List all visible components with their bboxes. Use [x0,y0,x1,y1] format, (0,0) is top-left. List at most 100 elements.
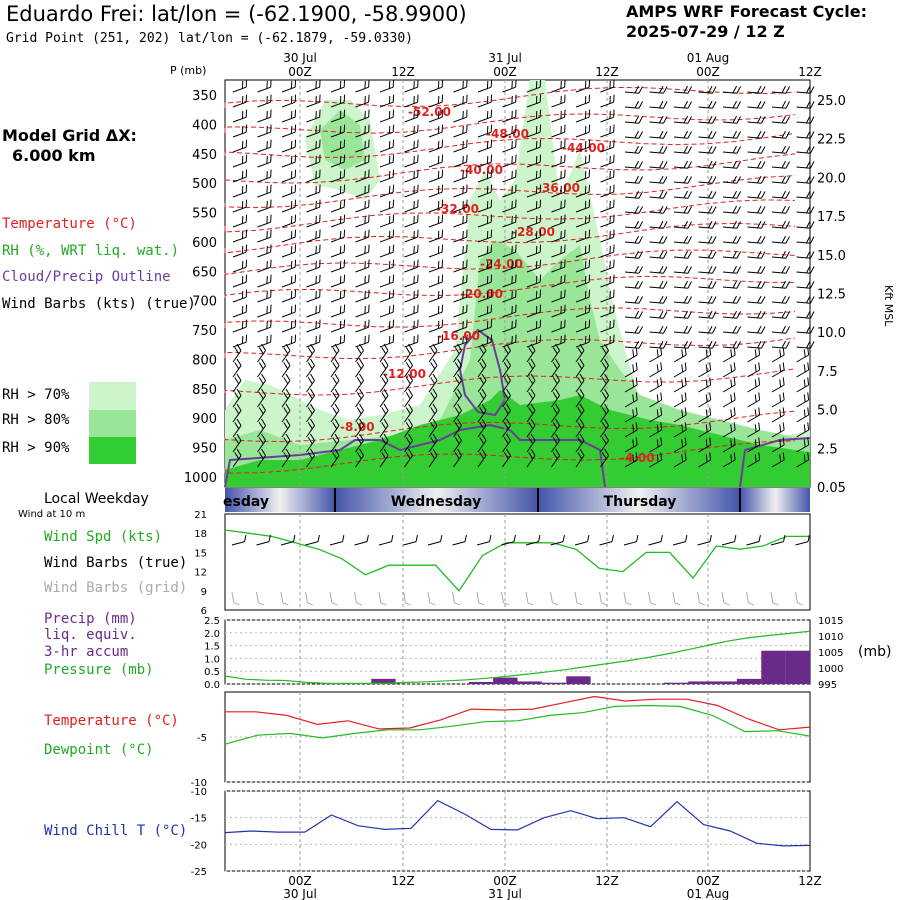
wind-barb-staff [232,395,242,408]
wind-barb-staff [574,591,578,603]
wind-barb [306,418,315,438]
wind-barb-flag [462,305,464,314]
wind-barb-staff [649,151,664,154]
wind-barb [355,289,370,303]
wind-barb-staff [698,151,713,154]
wind-barb-staff [476,541,490,546]
wind-barb-flag [481,373,487,381]
wind-barb-flag [625,602,632,606]
wind-barb-staff [477,395,487,408]
wind-barb-flag [364,140,366,149]
wind-barb-flag [405,377,411,385]
wind-barb-staff [551,326,565,333]
precip-accum-label: 3-hr accum [44,644,129,660]
wind-barb-flag [584,95,587,104]
temperature-contour [224,199,796,233]
wind-barb-flag [761,341,766,349]
wind-barb-flag [515,334,517,343]
wind-barb-flag [466,184,468,193]
wind-barb-flag [613,319,615,328]
wind-barb-staff [600,455,609,468]
wind-barb [379,154,395,168]
wind-barb-staff [330,101,345,108]
wind-barb [330,139,346,153]
wind-barb-flag [270,244,272,253]
wind-barb-staff [329,541,343,546]
wind-barb [257,433,266,453]
wind-barb-grid [280,591,289,606]
wind-barb-flag [806,325,811,334]
precip-bar [493,677,518,684]
wind-barb-flag [441,169,444,178]
wind-barb-staff [379,455,389,468]
wind-barb-grid [501,591,510,606]
wind-barb-flag [683,250,689,259]
wind-barb-flag [307,347,313,355]
wind-barb-flag [441,259,444,268]
wind-barb-flag [261,343,266,351]
wind-speed-label: Wind Spd (kts) [44,529,163,545]
wind-barb [379,304,395,318]
wind-barb-staff [551,236,565,243]
wind-barb-flag [663,251,668,259]
wind-barb-staff [698,331,713,334]
wind-barb-flag [364,125,366,134]
wind-barb-flag [733,452,736,461]
pressure-tick-label: 600 [192,236,217,251]
wind-barb-flag [712,176,717,184]
wind-barb-staff [673,459,687,468]
wind-barb [355,274,370,288]
wind-barb [428,199,444,213]
wind-barb-flag [513,534,516,542]
wind-barb-staff [379,101,394,108]
wind-barb-flag [383,343,389,351]
wind-barb-flag [609,80,611,89]
wind-barb-flag [236,343,242,351]
wind-barb [575,184,591,198]
wind-barb [232,259,248,273]
wind-barb-staff [600,350,609,363]
wind-barb-staff [257,101,271,108]
wind-barb-flag [634,175,640,184]
wind-tick-label: 18 [194,529,207,540]
wind-barb-flag [405,407,411,415]
wind-barb-flag [552,422,558,430]
wind-barb-flag [388,140,391,149]
height-tick-label: 22.5 [817,133,846,148]
wind-barb-staff [232,101,247,108]
wind-barb-flag [457,373,462,381]
wind-barb-flag [552,377,558,385]
wind-barb-flag [310,388,315,396]
wind-barb-flag [258,392,264,400]
weekday-label: Local Weekday [44,491,149,507]
wind-barb-flag [486,200,489,209]
wind-barb-flag [601,362,607,370]
wind-barb [649,100,668,109]
wind-barb [502,334,517,348]
wind-barb-flag [490,229,493,238]
wind-barb-staff [232,116,247,123]
wind-barb-flag [732,115,738,124]
wind-barb-flag [781,175,787,184]
wind-barb [404,304,419,318]
wind-barb [477,139,493,153]
wind-barb [600,244,615,258]
wind-barb-staff [575,365,585,378]
wind-barb-staff [771,369,785,378]
wind-barb-flag [236,388,242,396]
wind-barb [747,265,766,274]
wind-barb-flag [660,362,663,371]
wind-barb-flag [803,349,806,358]
wind-barb-flag [462,290,464,299]
wind-barb-staff [330,455,340,468]
wind-barb [673,130,692,139]
wind-barb-flag [413,185,415,194]
wind-barb-flag [511,290,513,299]
wind-barb-staff [624,301,639,304]
wind-barb-flag [560,290,562,299]
wind-barb-true [378,534,394,546]
wind-barb [624,280,643,289]
wind-barb [673,325,692,334]
wind-barb-staff [257,296,271,303]
wind-barb-flag [466,259,468,268]
